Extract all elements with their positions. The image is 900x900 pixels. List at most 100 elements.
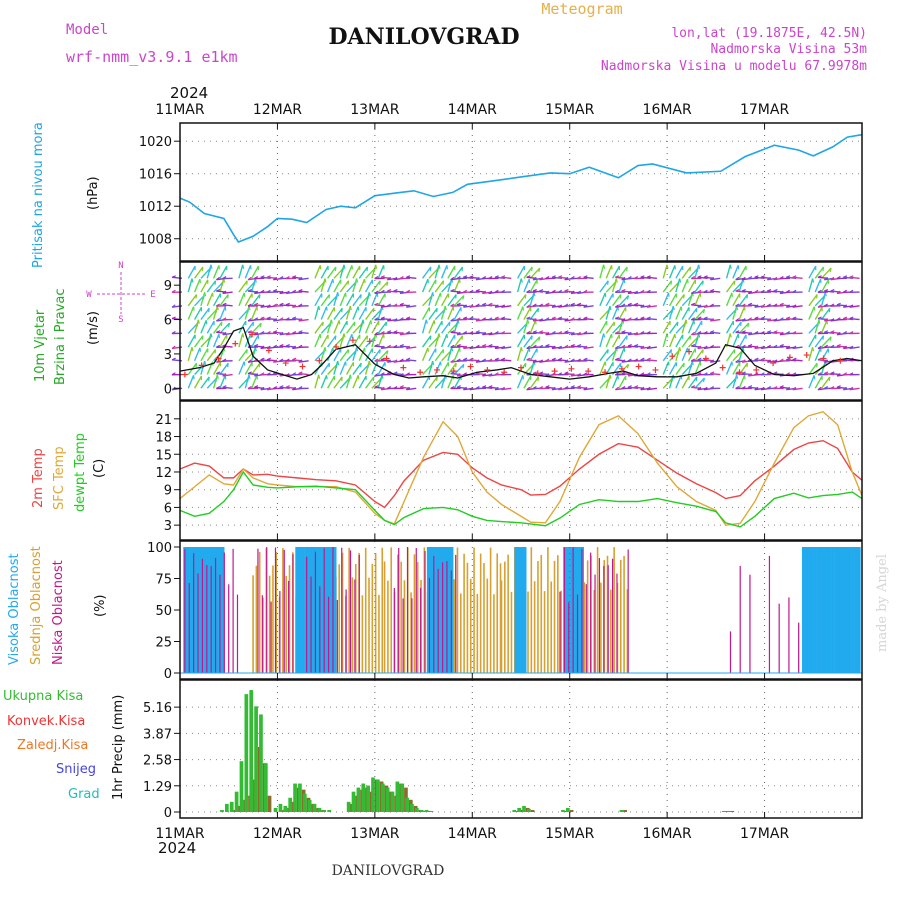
x-tick-label-top: 17MAR (740, 102, 789, 118)
wind-arrow-head (703, 275, 708, 278)
total-precip-bar (273, 807, 278, 812)
wind-arrow (694, 361, 701, 375)
wind-arrow (187, 265, 196, 279)
wind-arrow (681, 319, 687, 334)
wind-arrow-head (577, 302, 582, 306)
panel-1 (180, 262, 862, 400)
wind-arrow (821, 307, 831, 320)
wind-arrow (447, 334, 456, 348)
wind-arrow-head (538, 318, 543, 322)
wind-arrow (710, 360, 721, 363)
year-top: 2024 (170, 84, 208, 102)
wind-arrow-head (532, 330, 537, 333)
wind-arrow-head (253, 317, 259, 321)
wind-arrow (732, 281, 743, 293)
wind-arrow (583, 317, 594, 321)
wind-arrow-head (607, 280, 609, 285)
wind-arrow (599, 377, 610, 389)
wind-arrow (726, 308, 737, 321)
wind-arrow-head (362, 319, 365, 324)
wind-arrow (725, 320, 735, 334)
wind-arrow-head (341, 308, 343, 313)
page-title: DANILOVGRAD (328, 24, 519, 50)
wind-arrow-head (266, 289, 271, 293)
wind-arrow (377, 333, 385, 348)
wind-arrow (326, 278, 334, 293)
wind-arrow (738, 375, 746, 389)
wind-arrow-head (482, 385, 487, 388)
wind-arrow (333, 348, 342, 362)
wind-arrow-head (298, 344, 303, 348)
wind-arrow-head (298, 276, 303, 281)
wind-arrow-head (570, 317, 575, 321)
wind-arrow-head (292, 316, 297, 320)
x-tick-label-bottom: 12MAR (253, 826, 302, 842)
wind-arrow-head (526, 357, 531, 361)
wind-arrow (434, 349, 445, 362)
wind-arrow-head (197, 319, 200, 324)
wind-arrow-head (551, 289, 556, 293)
wind-arrow-head (481, 358, 487, 362)
wind-arrow-head (537, 308, 540, 313)
wind-arrow-head (531, 266, 533, 272)
wind-arrow (434, 292, 442, 307)
dewpt-line (179, 470, 863, 528)
wind-arrow (694, 264, 700, 279)
y-tick-label: 3.87 (143, 727, 172, 742)
wind-arrow-head (386, 385, 392, 390)
total-precip-bar (229, 801, 234, 812)
wind-arrow-head (247, 371, 252, 375)
wind-arrow (333, 376, 343, 389)
wind-arrow-head (448, 321, 451, 327)
wind-arrow-head (609, 374, 612, 379)
wind-arrow (421, 347, 429, 362)
wind-arrow-head (741, 318, 746, 322)
total-precip-bar (239, 761, 244, 812)
wind-arrow-head (204, 292, 207, 297)
wind-arrow (726, 377, 737, 389)
wind-arrow-head (425, 319, 428, 324)
wind-arrow-head (564, 318, 569, 322)
wind-arrow-head (266, 345, 271, 349)
wind-arrow-head (830, 371, 835, 375)
wind-arrow (687, 292, 693, 306)
wind-arrow-head (829, 267, 832, 273)
y-tick-label: 1008 (139, 233, 172, 248)
wind-arrow-head (252, 321, 255, 327)
total-precip-bar (405, 797, 409, 812)
wind-arrow-head (279, 276, 284, 280)
wind-arrow-head (343, 333, 346, 338)
wind-arrow-head (736, 305, 739, 311)
wind-arrow-head (746, 363, 749, 368)
wind-arrow (599, 264, 605, 279)
wind-arrow (194, 266, 204, 279)
wind-arrow (339, 333, 345, 348)
wind-arrow-head (695, 308, 698, 313)
wind-arrow-head (785, 345, 790, 349)
wind-arrow (364, 320, 372, 334)
wind-arrow-head (279, 385, 284, 388)
wind-arrow (358, 363, 370, 376)
wind-arrow-head (442, 280, 445, 285)
wind-arrow (814, 319, 820, 334)
wind-arrow (516, 265, 526, 279)
wind-arrow-head (532, 303, 537, 307)
wind-arrow-head (823, 359, 828, 363)
wind-arrow-head (279, 317, 284, 321)
wind-arrow (377, 305, 383, 320)
panel-frame (179, 540, 863, 680)
total-precip-bar (307, 799, 312, 812)
wind-arrow-head (406, 275, 411, 278)
wind-arrow (371, 308, 382, 321)
wind-arrow-head (254, 343, 259, 347)
wind-arrow (371, 280, 381, 293)
wind-arrow-head (337, 292, 340, 297)
wind-arrow-head (817, 289, 822, 293)
wind-arrow (662, 377, 674, 389)
wind-arrow-head (741, 303, 746, 307)
wind-arrow-head (227, 294, 229, 299)
wind-arrow-head (646, 275, 651, 278)
wind-arrow-head (285, 276, 290, 280)
wind-arrow-head (387, 359, 391, 363)
wind-arrow-head (583, 330, 588, 335)
